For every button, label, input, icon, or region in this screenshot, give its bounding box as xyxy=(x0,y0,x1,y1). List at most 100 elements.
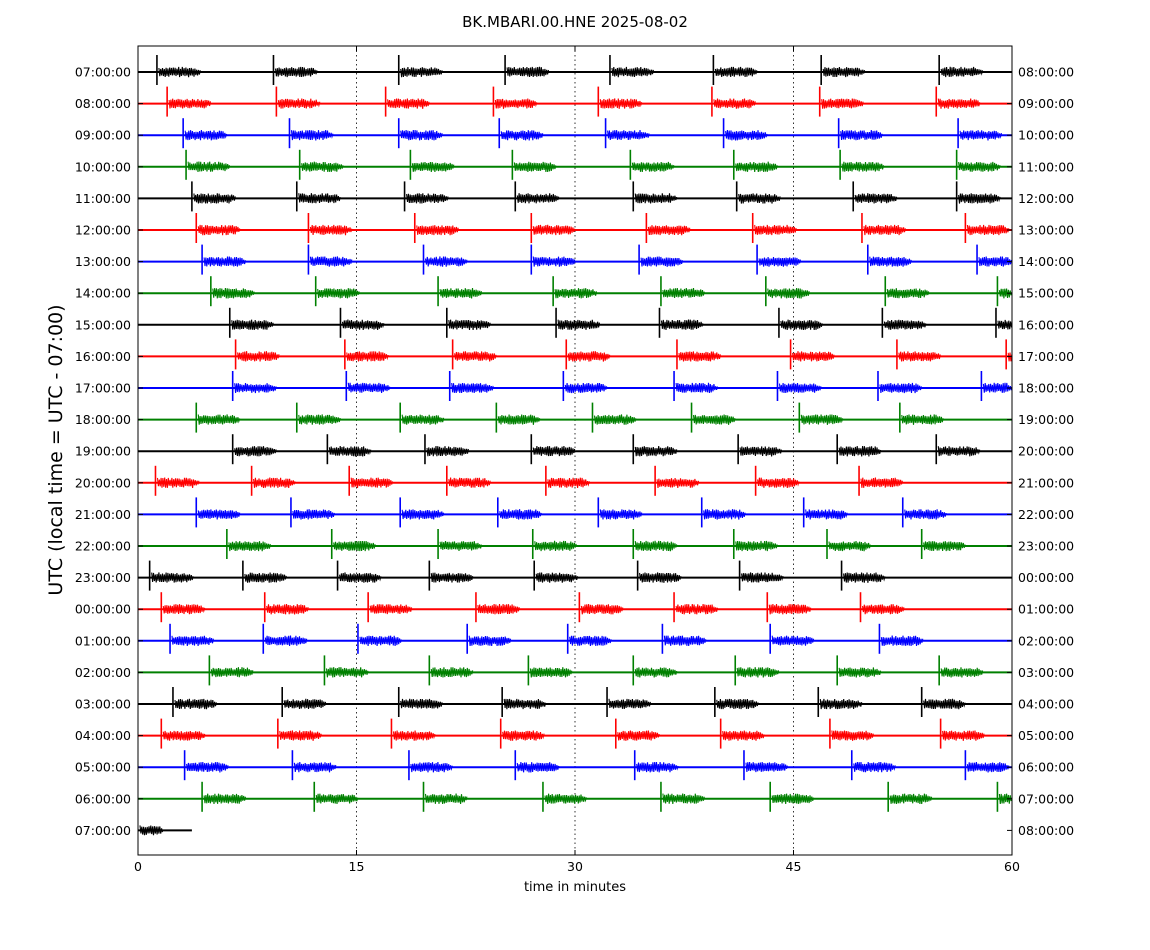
burst-waveform xyxy=(923,698,966,710)
burst-waveform xyxy=(725,130,768,141)
burst-waveform xyxy=(516,761,560,773)
right-hour-label: 04:00:00 xyxy=(1018,697,1074,712)
burst-waveform xyxy=(499,509,542,520)
burst-waveform xyxy=(401,414,445,425)
left-hour-label: 01:00:00 xyxy=(75,633,131,648)
burst-waveform xyxy=(333,540,376,552)
x-axis-label: time in minutes xyxy=(524,880,626,895)
burst-waveform xyxy=(293,761,337,773)
burst-waveform xyxy=(819,698,863,710)
trace-row xyxy=(138,118,1012,149)
burst-waveform xyxy=(840,129,883,141)
left-hour-label: 04:00:00 xyxy=(75,728,131,743)
left-hour-label: 07:00:00 xyxy=(75,823,131,838)
burst-waveform xyxy=(406,193,449,204)
burst-waveform xyxy=(660,319,704,330)
left-hour-label: 08:00:00 xyxy=(75,96,131,111)
burst-waveform xyxy=(369,604,413,615)
burst-waveform xyxy=(634,446,678,457)
burst-waveform xyxy=(502,730,545,741)
trace-group xyxy=(138,55,1013,836)
burst-waveform xyxy=(430,667,474,678)
burst-waveform xyxy=(879,382,922,394)
burst-waveform xyxy=(231,319,274,330)
trace-row xyxy=(138,623,1012,654)
trace-row xyxy=(138,402,1012,433)
burst-waveform xyxy=(757,477,800,488)
burst-waveform xyxy=(607,130,650,141)
burst-waveform xyxy=(387,98,430,109)
burst-waveform xyxy=(535,572,579,583)
burst-waveform xyxy=(678,351,721,362)
burst-waveform xyxy=(675,603,719,615)
burst-waveform xyxy=(937,446,981,457)
burst-waveform xyxy=(998,793,1012,805)
left-hour-label: 00:00:00 xyxy=(75,602,131,617)
burst-waveform xyxy=(831,730,874,741)
burst-waveform xyxy=(400,129,443,141)
burst-waveform xyxy=(640,256,684,267)
burst-waveform xyxy=(529,667,573,678)
burst-waveform xyxy=(634,667,678,678)
burst-waveform xyxy=(298,193,341,204)
burst-waveform xyxy=(513,161,557,173)
left-hour-label: 12:00:00 xyxy=(75,223,131,238)
trace-row xyxy=(138,465,1012,496)
right-hour-label: 08:00:00 xyxy=(1018,65,1074,80)
x-tick-label: 45 xyxy=(786,859,802,874)
burst-waveform xyxy=(554,288,598,299)
trace-row xyxy=(138,687,1012,717)
burst-waveform xyxy=(346,351,389,362)
burst-waveform xyxy=(854,193,898,204)
burst-waveform xyxy=(328,446,372,457)
trace-row xyxy=(138,560,1012,591)
burst-waveform xyxy=(768,603,812,615)
burst-waveform xyxy=(998,288,1012,299)
burst-waveform xyxy=(468,635,512,646)
left-hour-label: 19:00:00 xyxy=(75,444,131,459)
trace-row xyxy=(138,181,1012,212)
burst-waveform xyxy=(580,604,624,615)
burst-waveform xyxy=(860,477,903,488)
left-hour-label: 06:00:00 xyxy=(75,791,131,806)
burst-waveform xyxy=(516,193,560,204)
left-hour-label: 20:00:00 xyxy=(75,475,131,490)
burst-waveform xyxy=(497,414,541,425)
right-hour-label: 03:00:00 xyxy=(1018,665,1074,680)
burst-waveform xyxy=(838,445,882,457)
burst-waveform xyxy=(958,161,1001,172)
burst-waveform xyxy=(448,319,491,331)
burst-waveform xyxy=(599,509,643,520)
burst-waveform xyxy=(162,604,206,615)
right-hour-label: 20:00:00 xyxy=(1018,444,1074,459)
right-hour-label: 13:00:00 xyxy=(1018,223,1074,238)
burst-waveform xyxy=(863,224,906,236)
burst-waveform xyxy=(532,224,576,236)
trace-row xyxy=(138,55,1012,85)
burst-waveform xyxy=(861,604,905,615)
burst-waveform xyxy=(234,383,277,394)
trace-row xyxy=(138,307,1013,338)
burst-waveform xyxy=(1007,352,1013,362)
y-axis-label: UTC (local time = UTC - 07:00) xyxy=(45,304,67,595)
burst-waveform xyxy=(567,351,611,362)
burst-waveform xyxy=(210,667,254,678)
burst-waveform xyxy=(611,66,654,78)
burst-waveform xyxy=(494,98,538,109)
burst-waveform xyxy=(392,730,436,741)
burst-waveform xyxy=(424,256,468,267)
burst-waveform xyxy=(904,509,947,520)
trace-row xyxy=(138,244,1012,275)
burst-waveform xyxy=(400,698,443,709)
burst-waveform xyxy=(430,572,474,583)
burst-waveform xyxy=(228,541,271,552)
left-hour-label: 11:00:00 xyxy=(75,191,131,206)
burst-waveform xyxy=(158,66,201,78)
burst-waveform xyxy=(883,319,927,330)
burst-waveform xyxy=(451,382,494,394)
burst-waveform xyxy=(197,414,241,425)
burst-waveform xyxy=(253,477,296,488)
burst-waveform xyxy=(309,256,353,267)
burst-waveform xyxy=(631,161,675,173)
burst-waveform xyxy=(400,66,443,78)
